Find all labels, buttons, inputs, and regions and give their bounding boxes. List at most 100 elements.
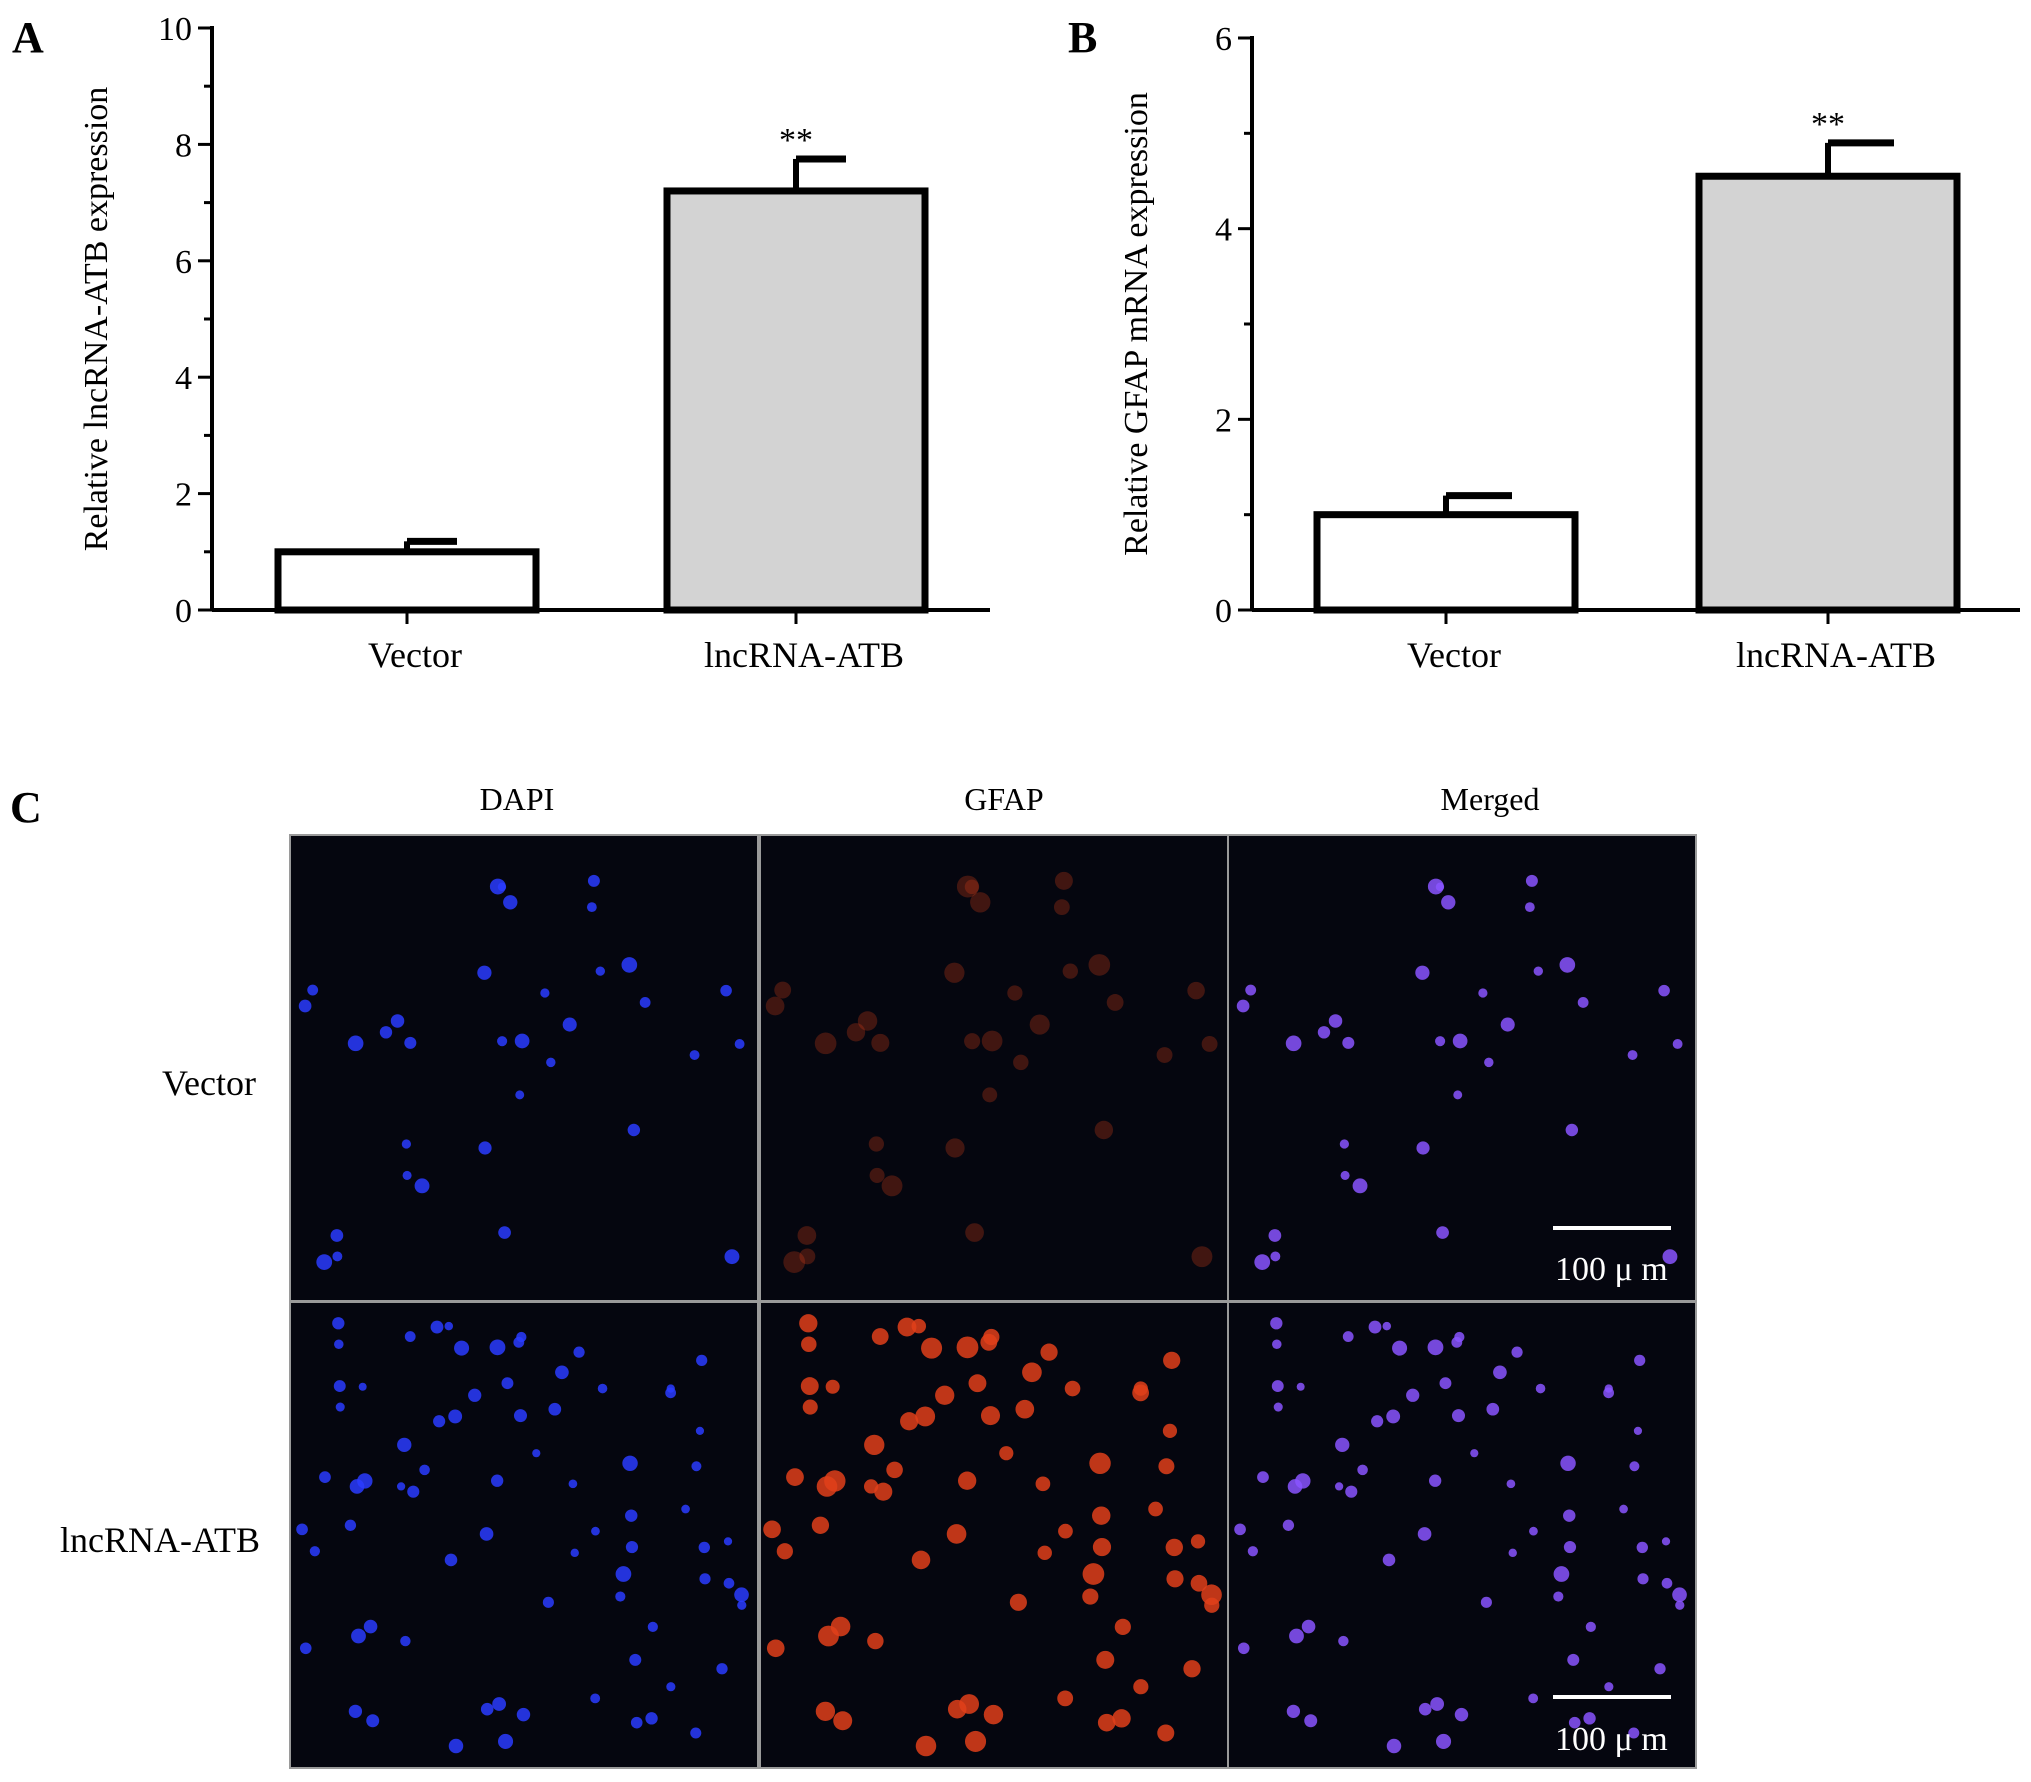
cell-nucleus: [818, 1625, 839, 1647]
cell-nucleus: [716, 1663, 728, 1675]
cell-nucleus: [723, 1577, 735, 1589]
cell-nucleus: [332, 1317, 345, 1330]
cell-nucleus: [1082, 1588, 1099, 1605]
cell-nucleus: [886, 1461, 903, 1479]
chart-b: Relative GFAP mRNA expression 0 2 4 6 Vector…: [1118, 21, 2020, 675]
cell-nucleus: [1342, 1331, 1354, 1342]
cell-nucleus: [1157, 1724, 1175, 1742]
cell-nucleus: [498, 1226, 511, 1239]
cell-nucleus: [555, 1365, 569, 1380]
cell-nucleus: [1386, 1738, 1402, 1754]
cell-nucleus: [982, 1087, 998, 1103]
micrograph-background: [289, 1301, 759, 1769]
cell-nucleus: [1273, 1402, 1283, 1412]
cell-nucleus: [363, 1619, 378, 1634]
cell-nucleus: [1604, 1682, 1614, 1692]
cell-nucleus: [981, 1030, 1003, 1052]
cell-nucleus: [1272, 1339, 1282, 1349]
cell-nucleus: [1245, 984, 1257, 996]
cell-nucleus: [1441, 895, 1456, 910]
cell-nucleus: [874, 1482, 893, 1501]
cell-nucleus: [965, 1223, 984, 1242]
cell-nucleus: [1436, 1226, 1449, 1239]
cell-nucleus: [1451, 1336, 1463, 1348]
bar-lncrna-atb: [1695, 172, 1961, 614]
micrograph-dapi-lncrna-atb: [289, 1301, 759, 1769]
cell-nucleus: [1236, 999, 1250, 1013]
cell-nucleus: [1191, 1246, 1213, 1268]
cell-nucleus: [1237, 1642, 1250, 1655]
cell-nucleus: [723, 1537, 733, 1546]
cell-nucleus: [980, 1333, 998, 1351]
cell-nucleus: [448, 1738, 464, 1754]
cell-nucleus: [1053, 899, 1070, 916]
cell-nucleus: [501, 1377, 514, 1390]
cell-nucleus: [970, 892, 991, 913]
cell-nucleus: [724, 1249, 740, 1265]
cell-nucleus: [825, 1379, 840, 1394]
cell-nucleus: [497, 1733, 514, 1749]
cell-nucleus: [419, 1464, 430, 1476]
cell-nucleus: [615, 1566, 632, 1582]
cell-nucleus: [347, 1035, 364, 1052]
cell-nucleus: [492, 1697, 507, 1711]
cell-nucleus: [869, 1167, 885, 1183]
cell-nucleus: [1268, 1229, 1282, 1242]
y-tick-label: 0: [1215, 593, 1232, 630]
y-tick-label: 6: [175, 244, 192, 281]
cell-nucleus: [1553, 1591, 1564, 1602]
cell-nucleus: [333, 1380, 346, 1393]
cell-nucleus: [1577, 997, 1589, 1008]
cell-nucleus: [514, 1033, 530, 1049]
cell-nucleus: [846, 1023, 866, 1042]
cell-nucleus: [956, 875, 979, 898]
cell-nucleus: [720, 984, 732, 997]
cell-nucleus: [1064, 1380, 1081, 1397]
cell-nucleus: [1166, 1570, 1184, 1588]
cell-nucleus: [397, 1437, 412, 1453]
cell-nucleus: [573, 1346, 585, 1358]
cell-nucleus: [307, 984, 319, 996]
cell-nucleus: [477, 965, 492, 980]
cell-nucleus: [1603, 1387, 1614, 1399]
cell-nucleus: [1352, 1178, 1368, 1194]
cell-nucleus: [1428, 1474, 1442, 1487]
cell-nucleus: [1339, 1139, 1350, 1149]
cell-nucleus: [1234, 1523, 1246, 1536]
cell-nucleus: [299, 1642, 312, 1655]
cell-nucleus: [1418, 1702, 1432, 1716]
cell-nucleus: [797, 1226, 817, 1245]
cell-nucleus: [799, 1248, 816, 1265]
cell-nucleus: [1493, 1365, 1507, 1380]
cell-nucleus: [776, 1543, 793, 1560]
cell-nucleus: [911, 1550, 931, 1570]
cell-nucleus: [1451, 1409, 1466, 1423]
cell-nucleus: [1525, 874, 1538, 887]
cell-nucleus: [621, 957, 638, 973]
cell-nucleus: [1035, 1476, 1051, 1492]
row-label-vector: Vector: [162, 1063, 256, 1103]
cell-nucleus: [689, 1050, 700, 1060]
cell-nucleus: [490, 1474, 504, 1487]
cell-nucleus: [857, 1011, 878, 1031]
cell-nucleus: [1661, 1577, 1673, 1589]
cell-nucleus: [1636, 1541, 1648, 1554]
cell-nucleus: [783, 1251, 806, 1273]
cell-nucleus: [334, 1339, 344, 1349]
cell-nucleus: [665, 1387, 676, 1399]
cell-nucleus: [433, 1415, 446, 1428]
y-tick-label: 2: [1215, 402, 1232, 439]
scale-bar-line-bottom: [1553, 1695, 1671, 1699]
cell-nucleus: [814, 1032, 837, 1055]
y-tick-label: 0: [175, 593, 192, 630]
cell-nucleus: [863, 1479, 879, 1494]
cell-nucleus: [390, 1014, 405, 1028]
cell-nucleus: [532, 1449, 541, 1458]
micrograph-merged-vector: [1227, 834, 1697, 1302]
x-tick-label: lncRNA-ATB: [704, 635, 904, 675]
cell-nucleus: [1435, 1036, 1446, 1047]
cell-nucleus: [1661, 1537, 1671, 1546]
cell-nucleus: [1427, 1339, 1444, 1356]
cell-nucleus: [627, 1123, 641, 1137]
